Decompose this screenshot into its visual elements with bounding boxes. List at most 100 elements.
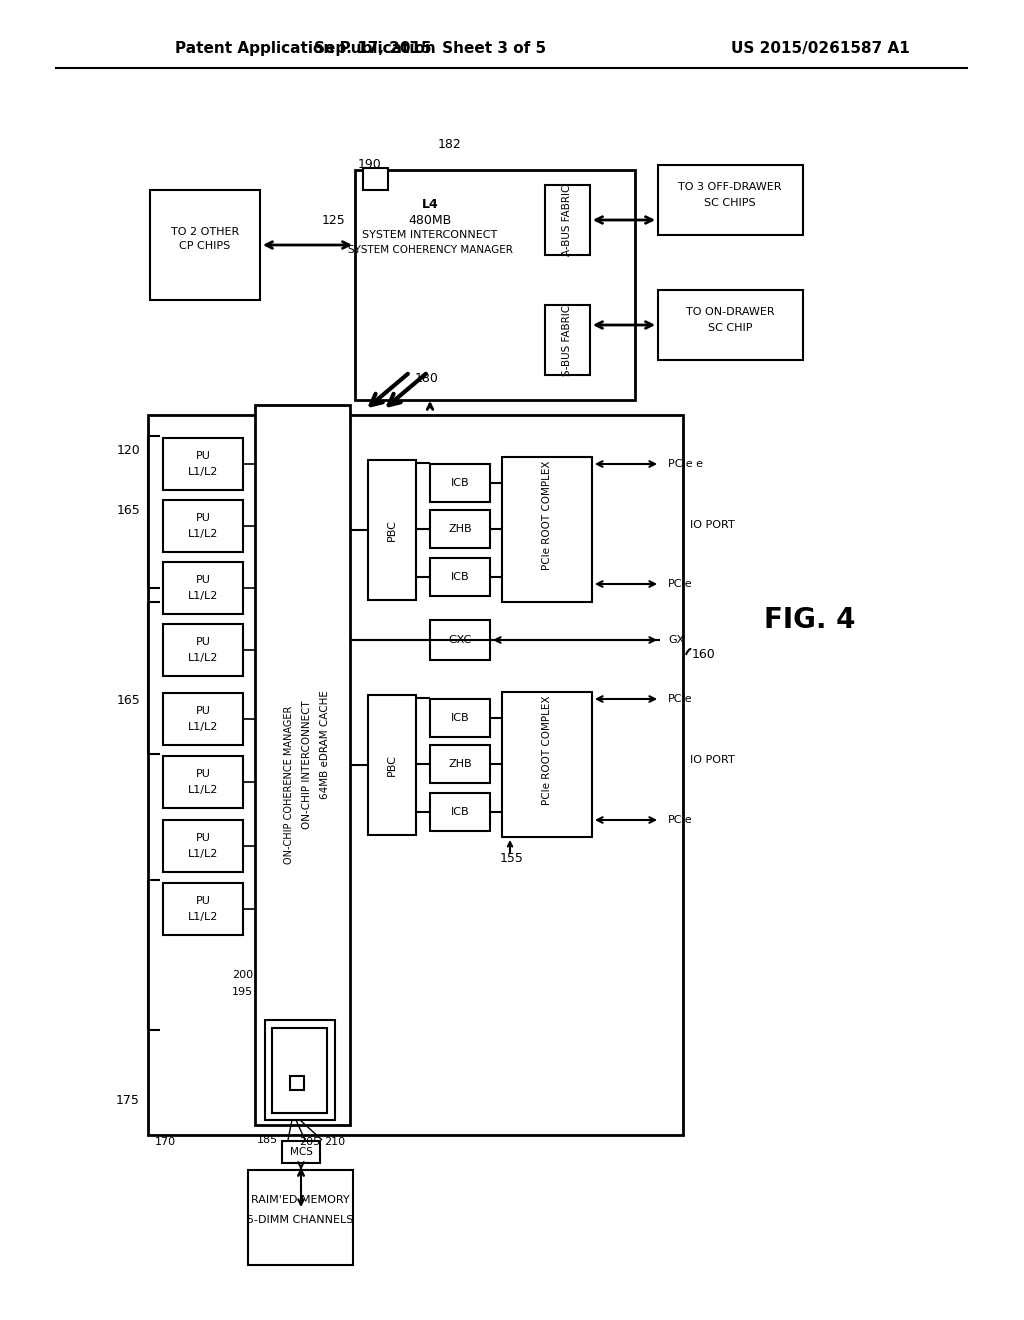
Bar — [430, 510, 490, 548]
Bar — [163, 756, 243, 808]
Bar — [272, 1028, 327, 1113]
Text: TO 2 OTHER: TO 2 OTHER — [171, 227, 240, 238]
Bar — [430, 620, 490, 660]
Text: PCIe: PCIe — [668, 814, 692, 825]
Text: ON-CHIP INTERCONNECT: ON-CHIP INTERCONNECT — [302, 701, 312, 829]
Text: ZHB: ZHB — [449, 524, 472, 535]
Bar — [150, 190, 260, 300]
Text: 195: 195 — [231, 987, 253, 997]
Bar — [163, 820, 243, 873]
Text: L1/L2: L1/L2 — [187, 467, 218, 477]
Text: IO PORT: IO PORT — [690, 755, 735, 766]
Text: L1/L2: L1/L2 — [187, 912, 218, 921]
Text: L1/L2: L1/L2 — [187, 849, 218, 859]
Bar — [148, 414, 683, 1135]
Text: 180: 180 — [415, 371, 439, 384]
Bar — [163, 624, 243, 676]
Text: PCIe ROOT COMPLEX: PCIe ROOT COMPLEX — [542, 696, 552, 805]
Text: PCIe: PCIe — [668, 579, 692, 589]
Bar — [255, 405, 350, 1125]
Text: PBC: PBC — [387, 754, 397, 776]
Text: ICB: ICB — [451, 572, 469, 582]
Text: SC CHIPS: SC CHIPS — [705, 198, 756, 209]
Bar — [368, 696, 416, 836]
Text: CP CHIPS: CP CHIPS — [179, 242, 230, 251]
Bar — [282, 1140, 319, 1163]
Bar — [163, 883, 243, 935]
Text: PU: PU — [196, 833, 211, 843]
Text: 120: 120 — [117, 444, 140, 457]
Bar — [368, 459, 416, 601]
Bar — [163, 693, 243, 744]
Bar — [658, 290, 803, 360]
Bar — [430, 700, 490, 737]
Bar — [163, 562, 243, 614]
Text: PU: PU — [196, 576, 211, 585]
Text: L1/L2: L1/L2 — [187, 785, 218, 795]
Text: 165: 165 — [117, 503, 140, 516]
Bar — [430, 465, 490, 502]
Text: 125: 125 — [322, 214, 345, 227]
Text: SYSTEM INTERCONNECT: SYSTEM INTERCONNECT — [362, 230, 498, 240]
Bar — [545, 185, 590, 255]
Text: L1/L2: L1/L2 — [187, 529, 218, 539]
Bar — [362, 168, 388, 190]
Text: 5-DIMM CHANNELS: 5-DIMM CHANNELS — [247, 1214, 353, 1225]
Text: PBC: PBC — [387, 519, 397, 541]
Text: PU: PU — [196, 451, 211, 461]
Text: SYSTEM COHERENCY MANAGER: SYSTEM COHERENCY MANAGER — [347, 246, 512, 255]
Text: PCIe: PCIe — [668, 694, 692, 704]
Text: 182: 182 — [438, 139, 462, 152]
Text: 205: 205 — [299, 1137, 321, 1147]
Bar — [163, 500, 243, 552]
Bar — [545, 305, 590, 375]
Text: PU: PU — [196, 770, 211, 779]
Bar — [658, 165, 803, 235]
Bar — [290, 1076, 304, 1090]
Text: 480MB: 480MB — [409, 214, 452, 227]
Text: 64MB eDRAM CACHE: 64MB eDRAM CACHE — [319, 690, 330, 800]
Text: 160: 160 — [692, 648, 716, 660]
Text: SC CHIP: SC CHIP — [708, 323, 753, 333]
Bar — [430, 558, 490, 597]
Text: A-BUS FABRIC: A-BUS FABRIC — [562, 185, 572, 256]
Text: PU: PU — [196, 638, 211, 647]
Text: IO PORT: IO PORT — [690, 520, 735, 531]
Text: ICB: ICB — [451, 478, 469, 488]
Text: ICB: ICB — [451, 807, 469, 817]
Text: RAIM'ED MEMORY: RAIM'ED MEMORY — [251, 1195, 349, 1205]
Text: L4: L4 — [422, 198, 438, 211]
Text: S-BUS FABRIC: S-BUS FABRIC — [562, 305, 572, 376]
Text: GX: GX — [668, 635, 684, 645]
Text: 170: 170 — [155, 1137, 176, 1147]
Text: US 2015/0261587 A1: US 2015/0261587 A1 — [731, 41, 909, 55]
Text: 185: 185 — [257, 1135, 278, 1144]
Text: MCS: MCS — [290, 1147, 312, 1158]
Text: L1/L2: L1/L2 — [187, 722, 218, 733]
Text: PU: PU — [196, 513, 211, 523]
Text: TO ON-DRAWER: TO ON-DRAWER — [686, 308, 774, 317]
Text: 175: 175 — [116, 1093, 140, 1106]
Text: Patent Application Publication: Patent Application Publication — [175, 41, 436, 55]
Text: ICB: ICB — [451, 713, 469, 723]
Text: 190: 190 — [358, 158, 382, 172]
Text: ZHB: ZHB — [449, 759, 472, 770]
Text: FIG. 4: FIG. 4 — [764, 606, 856, 634]
Text: ON-CHIP COHERENCE MANAGER: ON-CHIP COHERENCE MANAGER — [284, 706, 294, 865]
Text: PCIe ROOT COMPLEX: PCIe ROOT COMPLEX — [542, 461, 552, 570]
Bar — [355, 170, 635, 400]
Bar — [502, 457, 592, 602]
Bar — [430, 744, 490, 783]
Bar — [502, 692, 592, 837]
Bar — [163, 438, 243, 490]
Bar — [265, 1020, 335, 1119]
Text: 165: 165 — [117, 693, 140, 706]
Text: 200: 200 — [231, 970, 253, 979]
Text: GXC: GXC — [449, 635, 472, 645]
Bar — [248, 1170, 353, 1265]
Text: Sep. 17, 2015  Sheet 3 of 5: Sep. 17, 2015 Sheet 3 of 5 — [314, 41, 546, 55]
Text: PCIe e: PCIe e — [668, 459, 703, 469]
Text: 155: 155 — [500, 851, 524, 865]
Text: L1/L2: L1/L2 — [187, 653, 218, 663]
Text: PU: PU — [196, 896, 211, 906]
